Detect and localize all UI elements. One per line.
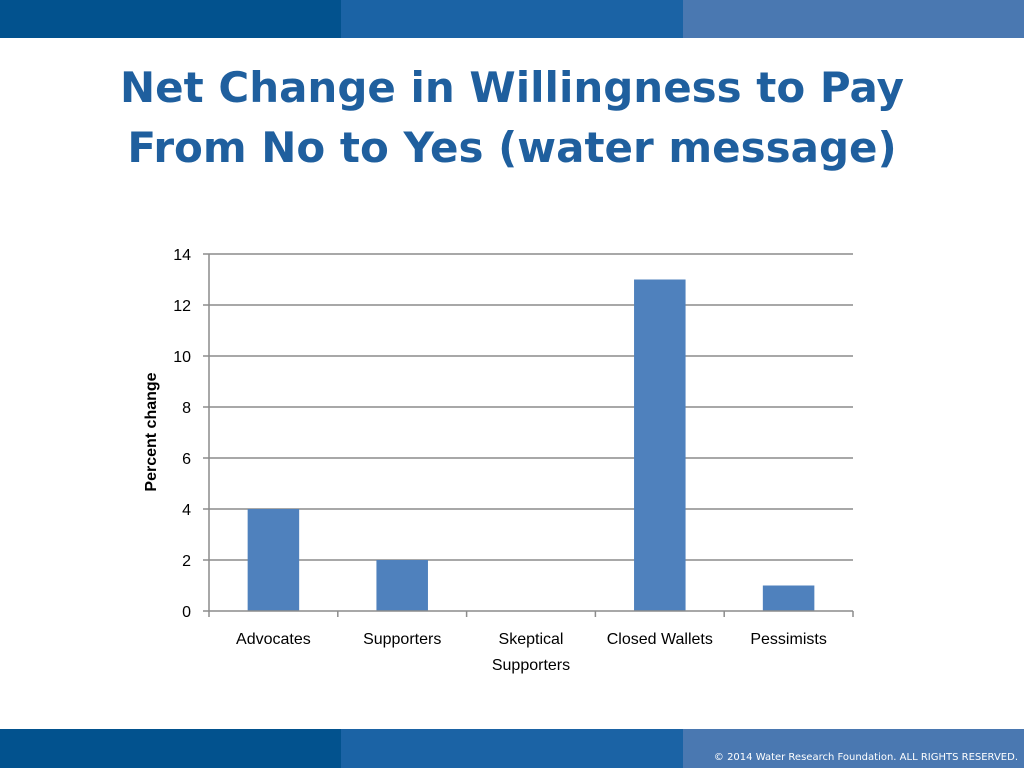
bottom-band [0,729,1024,768]
chart-gridlines [209,253,853,561]
slide-title-line-2: From No to Yes (water message) [127,123,897,172]
x-tick-label: Closed Wallets [607,631,713,648]
x-tick-label: Advocates [236,631,311,648]
chart-bars [247,279,815,611]
bottom-band-segment-mid [341,729,683,768]
x-tick-label: Supporters [363,631,441,648]
y-tick-label: 2 [182,553,191,570]
y-tick-label: 8 [182,400,191,417]
y-tick-label: 14 [173,247,191,264]
x-tick-label: Skeptical Supporters [492,631,570,674]
y-tick-label: 12 [173,298,191,315]
x-tick-label: Pessimists [750,631,826,648]
copyright-notice: © 2014 Water Research Foundation. ALL RI… [713,752,1018,763]
y-tick-label: 6 [182,451,191,468]
x-tick-label-line: Advocates [236,631,311,648]
chart-axes [203,253,854,617]
bar [247,509,300,611]
bottom-band-segment-light [683,729,1024,768]
x-tick-label-line: Supporters [363,631,441,648]
y-tick-label: 4 [182,502,191,519]
slide-title: Net Change in Willingness to Pay From No… [0,58,1024,178]
x-tick-label-line: Pessimists [750,631,826,648]
y-tick-label: 10 [173,349,191,366]
top-band-segment-dark [0,0,341,38]
x-tick-labels: Advocates Supporters Skeptical Supporters Cl… [236,631,827,674]
y-tick-labels: 0 2 4 6 8 10 12 14 [173,247,191,621]
bar [762,585,815,611]
bar [634,279,686,611]
x-tick-label-line: Closed Wallets [607,631,713,648]
x-tick-label-line: Supporters [492,657,570,674]
y-tick-label: 0 [182,604,191,621]
top-band-segment-mid [341,0,683,38]
top-band [0,0,1024,38]
slide-title-line-1: Net Change in Willingness to Pay [120,63,904,112]
bar [376,560,428,611]
y-axis-title: Percent change [143,372,160,491]
x-tick-label-line: Skeptical [499,631,564,648]
top-band-segment-light [683,0,1024,38]
bottom-band-segment-dark [0,729,341,768]
